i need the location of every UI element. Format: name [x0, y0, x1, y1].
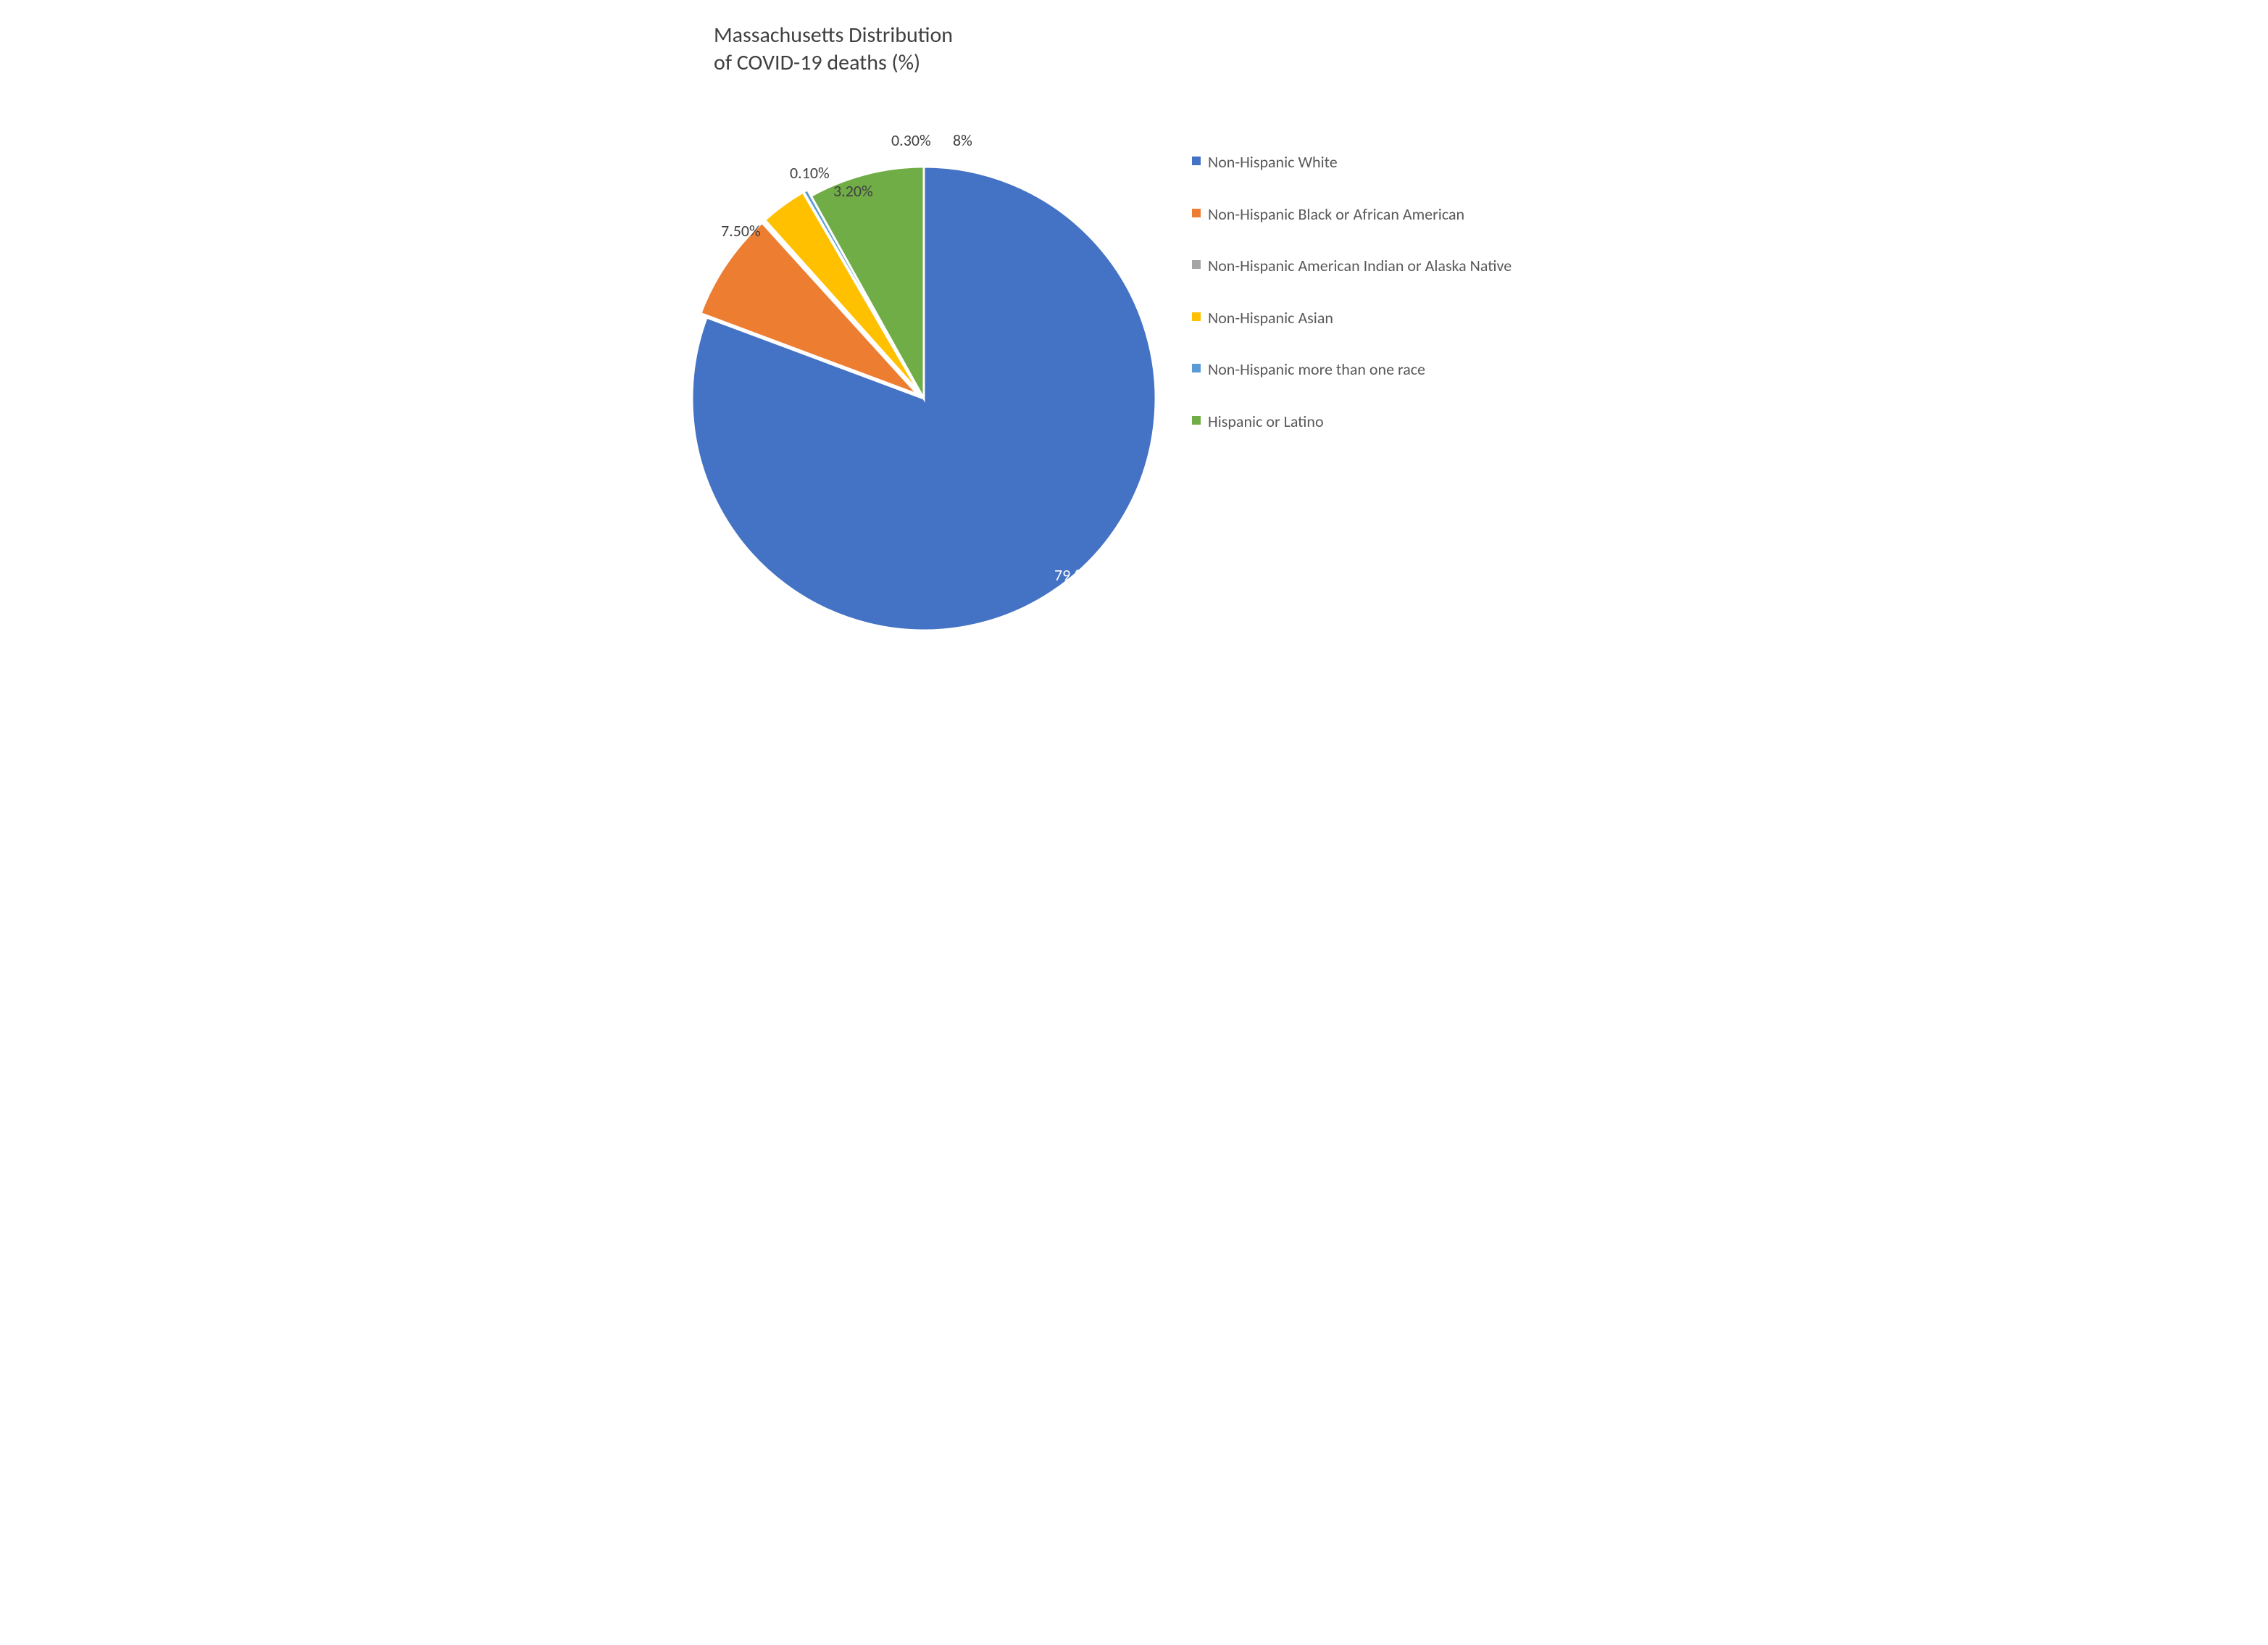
legend-label: Non-Hispanic more than one race [1208, 359, 1425, 380]
legend-item: Non-Hispanic Asian [1192, 308, 1569, 328]
legend-label: Hispanic or Latino [1208, 412, 1324, 432]
legend-item: Non-Hispanic White [1192, 152, 1569, 172]
slice-data-label: 0.10% [790, 163, 830, 183]
chart-title: Massachusetts Distribution of COVID-19 d… [714, 22, 953, 76]
pie-chart-area: 79.80% 7.50% 0.10%3.20% 0.30% 8% [692, 109, 1156, 645]
legend-item: Hispanic or Latino [1192, 412, 1569, 432]
slice-data-label: 79.80% [1054, 565, 1102, 585]
slice-data-label: 0.30% [891, 130, 931, 150]
legend-swatch [1192, 416, 1201, 425]
legend-swatch [1192, 312, 1201, 321]
legend-item: Non-Hispanic American Indian or Alaska N… [1192, 256, 1569, 276]
legend-label: Non-Hispanic Asian [1208, 308, 1333, 328]
slice-data-label: 8% [953, 130, 972, 150]
legend-label: Non-Hispanic White [1208, 152, 1338, 172]
legend: Non-Hispanic White Non-Hispanic Black or … [1192, 152, 1569, 431]
chart-container: Massachusetts Distribution of COVID-19 d… [670, 0, 1598, 672]
slice-data-label: 7.50% [721, 221, 761, 241]
legend-label: Non-Hispanic American Indian or Alaska N… [1208, 256, 1512, 276]
legend-label: Non-Hispanic Black or African American [1208, 204, 1464, 225]
legend-swatch [1192, 260, 1201, 269]
pie-chart [692, 109, 1156, 645]
legend-item: Non-Hispanic more than one race [1192, 359, 1569, 380]
legend-swatch [1192, 157, 1201, 165]
legend-swatch [1192, 364, 1201, 372]
slice-data-label: 3.20% [833, 181, 873, 201]
legend-item: Non-Hispanic Black or African American [1192, 204, 1569, 225]
legend-swatch [1192, 209, 1201, 217]
